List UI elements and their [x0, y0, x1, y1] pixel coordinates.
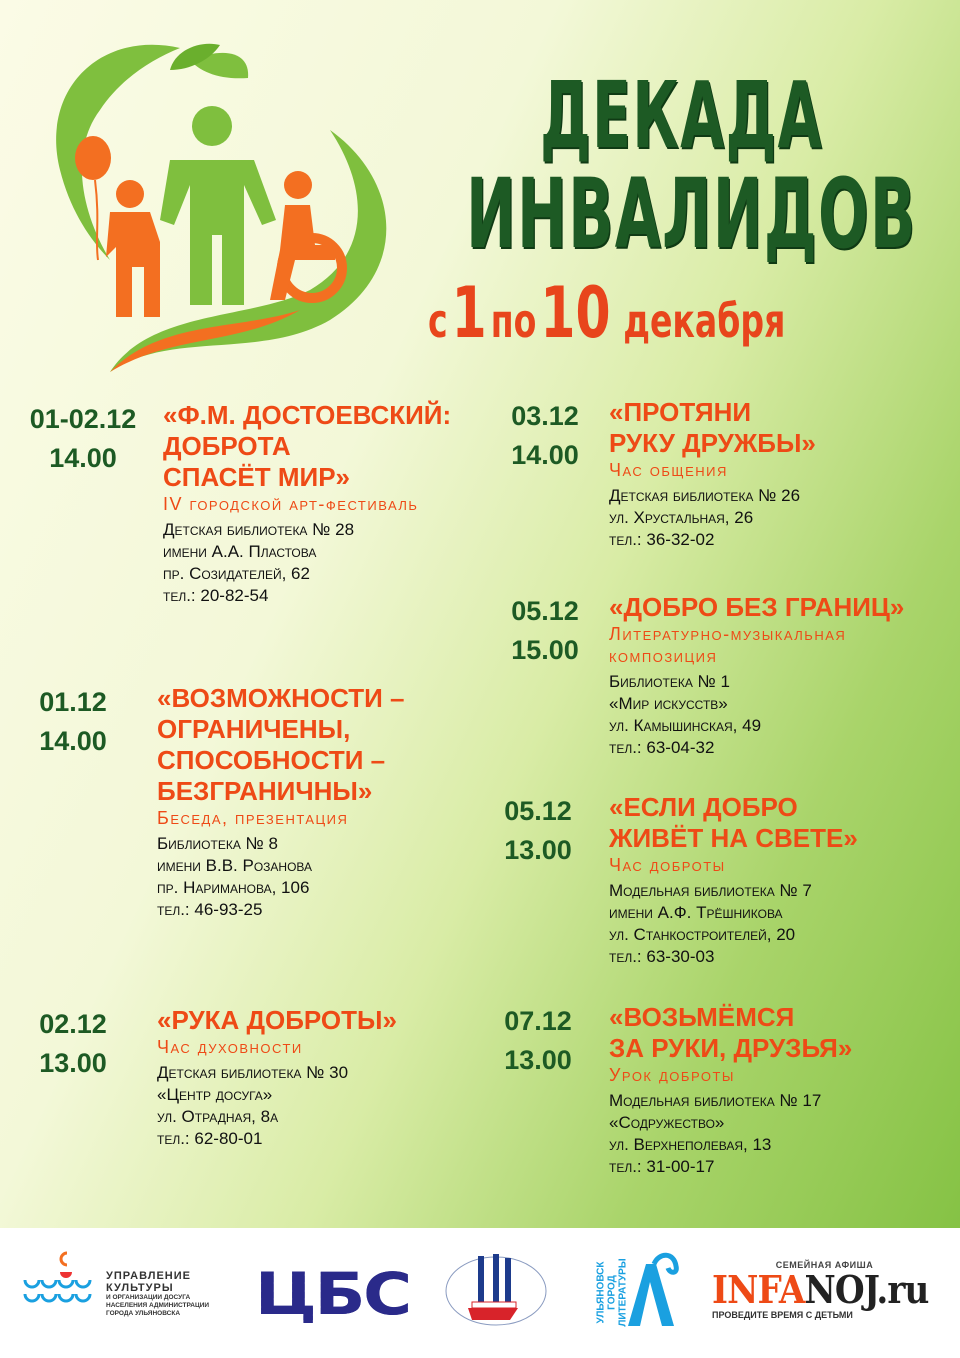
event-title: «ВОЗЬМЁМСЯ ЗА РУКИ, ДРУЗЬЯ»	[609, 1002, 853, 1063]
infanoj-logo: СЕМЕЙНАЯ АФИША INFANOJ.ru ПРОВЕДИТЕ ВРЕМ…	[712, 1260, 937, 1320]
event-address: Модельная библиотека № 7 имени А.Ф. Трёш…	[609, 881, 812, 966]
infanoj-brand: INFA	[712, 1267, 805, 1312]
event-date: 03.12	[511, 401, 579, 431]
date-word: по	[490, 294, 537, 348]
event-subtitle: Час духовности	[157, 1037, 303, 1057]
date-month: декабря	[623, 294, 786, 348]
event-date: 07.12	[504, 1006, 572, 1036]
date-start: 1	[451, 272, 487, 354]
cbs-logo: ЦБС	[255, 1260, 412, 1328]
event-subtitle: Урок доброты	[609, 1065, 735, 1085]
event-subtitle: Беседа, презентация	[157, 808, 349, 828]
date-end: 10	[540, 272, 611, 354]
ship-book-logo-icon	[445, 1254, 547, 1326]
culture-text: НАСЕЛЕНИЯ АДМИНИСТРАЦИИ	[106, 1302, 210, 1309]
title-line1: ДЕКАДА	[540, 62, 823, 169]
event-title: «ДОБРО БЕЗ ГРАНИЦ»	[609, 592, 905, 622]
event-address: Библиотека № 1 «Мир искусств» ул. Камыши…	[609, 672, 762, 757]
event-date: 02.12	[39, 1009, 107, 1039]
infanoj-tagline-top: СЕМЕЙНАЯ АФИША	[775, 1260, 874, 1270]
event-address: Детская библиотека № 30 «Центр досуга» у…	[157, 1063, 349, 1148]
letter-l-icon	[628, 1252, 679, 1326]
event-time: 13.00	[39, 1048, 107, 1078]
event-title: «ПРОТЯНИ РУКУ ДРУЖБЫ»	[609, 397, 816, 458]
event-date: 01-02.12	[29, 404, 137, 434]
date-word: с	[428, 294, 448, 348]
ulyanovsk-literature-logo: УЛЬЯНОВСК ГОРОД ЛИТЕРАТУРЫ	[596, 1248, 683, 1328]
event-subtitle: Час доброты	[609, 855, 726, 875]
infanoj-tagline-bottom: ПРОВЕДИТЕ ВРЕМЯ С ДЕТЬМИ	[712, 1310, 853, 1320]
family-logo-icon	[56, 43, 387, 372]
footer-logos: УПРАВЛЕНИЕ КУЛЬТУРЫ И ОРГАНИЗАЦИИ ДОСУГА…	[0, 1228, 960, 1358]
event-title: «ВОЗМОЖНОСТИ – ОГРАНИЧЕНЫ, СПОСОБНОСТИ –…	[157, 683, 405, 806]
culture-text: И ОРГАНИЗАЦИИ ДОСУГА	[106, 1294, 191, 1301]
event-subtitle: IV городской арт-фестиваль	[163, 494, 419, 514]
event-title: «ЕСЛИ ДОБРО ЖИВЁТ НА СВЕТЕ»	[609, 792, 858, 853]
waves-icon	[23, 1251, 92, 1303]
culture-logo: УПРАВЛЕНИЕ КУЛЬТУРЫ И ОРГАНИЗАЦИИ ДОСУГА…	[22, 1250, 222, 1330]
event-time: 13.00	[504, 835, 572, 865]
event-time: 14.00	[511, 440, 579, 470]
event-date: 01.12	[39, 687, 107, 717]
event-date: 05.12	[504, 796, 572, 826]
date-range: с 1 по 10 декабря	[428, 272, 785, 354]
event-subtitle: Час общения	[609, 460, 728, 480]
event-address: Библиотека № 8 имени В.В. Розанова пр. Н…	[157, 834, 313, 919]
event-time: 14.00	[39, 726, 107, 756]
event-address: Детская библиотека № 28 имени А.А. Пласт…	[163, 520, 355, 605]
event-date: 05.12	[511, 596, 579, 626]
event-address: Детская библиотека № 26 ул. Хрустальная,…	[609, 486, 801, 549]
culture-text: ГОРОДА УЛЬЯНОВСКА	[106, 1310, 181, 1317]
event-title: «РУКА ДОБРОТЫ»	[157, 1005, 397, 1035]
event-time: 15.00	[511, 635, 579, 665]
culture-text: УПРАВЛЕНИЕ	[106, 1270, 191, 1282]
event-time: 14.00	[49, 443, 117, 473]
event-time: 13.00	[504, 1045, 572, 1075]
event-subtitle: Литературно-музыкальная композиция	[609, 624, 847, 666]
infanoj-brand: NOJ.ru	[804, 1267, 929, 1312]
culture-text: КУЛЬТУРЫ	[106, 1282, 174, 1294]
event-title: «Ф.М. ДОСТОЕВСКИЙ: ДОБРОТА СПАСЁТ МИР»	[163, 400, 452, 492]
title-line2: ИНВАЛИДОВ	[466, 158, 917, 270]
event-address: Модельная библиотека № 17 «Содружество» …	[609, 1091, 822, 1176]
